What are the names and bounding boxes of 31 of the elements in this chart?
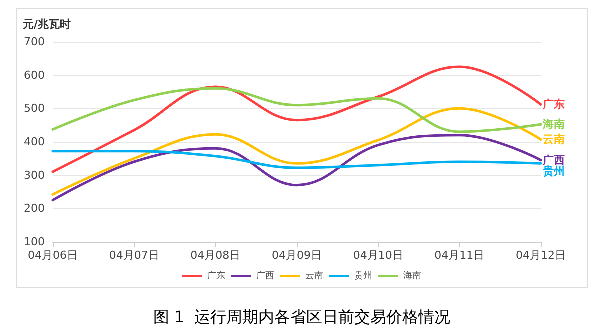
y-tick-label: 200 xyxy=(24,202,45,216)
y-tick-label: 400 xyxy=(24,136,45,148)
x-tick-label: 04月11日 xyxy=(434,249,485,262)
legend-label: 海南 xyxy=(404,270,422,282)
y-tick-label: 100 xyxy=(24,236,45,248)
y-tick-label: 700 xyxy=(24,36,45,48)
y-axis-title: 元/兆瓦时 xyxy=(22,18,72,31)
y-tick-label: 300 xyxy=(24,168,45,182)
legend-label: 广东 xyxy=(208,270,226,282)
x-tick-label: 04月06日 xyxy=(28,249,78,262)
x-tick-label: 04月12日 xyxy=(516,249,566,262)
line-series xyxy=(52,150,542,170)
text: 广东 xyxy=(543,98,565,112)
line-series xyxy=(52,66,542,174)
x-tick-label: 04月08日 xyxy=(190,249,241,262)
y-tick-label: 500 xyxy=(24,102,45,116)
text: 图 1 运行周期内各省区日前交易价格情况 xyxy=(153,308,451,326)
x-tick-label: 04月10日 xyxy=(353,249,404,262)
line-series xyxy=(52,134,542,202)
line-series xyxy=(52,107,542,196)
x-tick-label: 04月07日 xyxy=(109,249,160,262)
legend-label: 广西 xyxy=(256,270,274,282)
x-tick-label: 04月09日 xyxy=(272,249,322,262)
text: 贵州 xyxy=(543,164,565,178)
y-tick-label: 600 xyxy=(24,68,45,82)
line-series xyxy=(52,87,542,134)
legend-label: 云南 xyxy=(306,270,324,282)
text: 云南 xyxy=(543,133,565,146)
text: 广西 xyxy=(543,154,565,167)
text: 海南 xyxy=(543,118,565,132)
legend-label: 贵州 xyxy=(354,270,372,282)
